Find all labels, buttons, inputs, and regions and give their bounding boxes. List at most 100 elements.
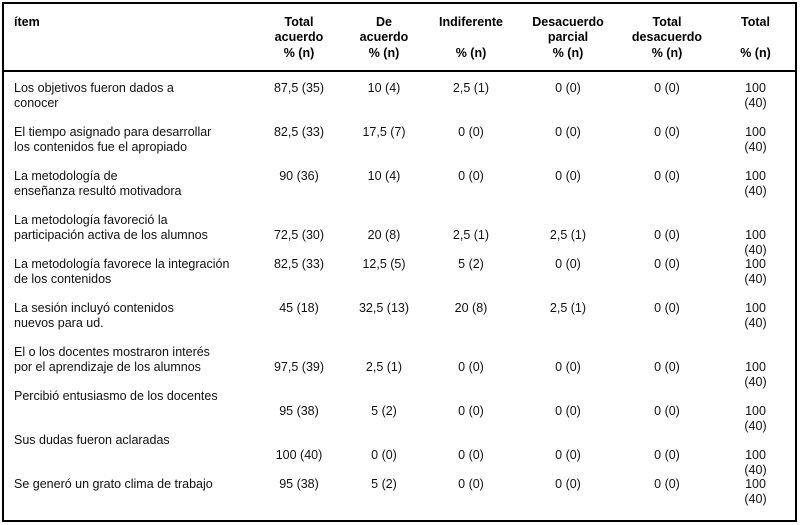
row-value: 10 (4) — [367, 81, 401, 95]
row-value: 0 (0) — [654, 228, 680, 242]
row-value: 0 (0) — [555, 125, 581, 139]
column-header-total: Total % (n) — [716, 4, 795, 70]
row-total: 100 (40) — [744, 404, 767, 433]
column-header-unit: % (n) — [368, 46, 400, 60]
row-value: 20 (8) — [367, 228, 401, 242]
row-total: 100 (40) — [744, 448, 767, 477]
row-value: 0 (0) — [371, 448, 397, 462]
row-value: 0 (0) — [654, 448, 680, 462]
row-value: 0 (0) — [458, 169, 484, 183]
row-value: 0 (0) — [654, 125, 680, 139]
table-header-row: ítem Total acuerdo % (n) De acuerdo % (n… — [4, 4, 795, 72]
column-header-unit: % (n) — [455, 46, 487, 60]
row-total: 100 (40) — [744, 81, 767, 110]
row-value: 5 (2) — [371, 477, 397, 491]
column-header-item: ítem — [4, 4, 254, 70]
row-value: 2,5 (1) — [549, 301, 587, 315]
row-value: 2,5 (1) — [452, 81, 490, 95]
row-total: 100 (40) — [744, 169, 767, 198]
row-value: 0 (0) — [555, 477, 581, 491]
column-header-unit: % (n) — [283, 46, 315, 60]
column-header-desacuerdo-parcial: Desacuerdo parcial % (n) — [518, 4, 618, 70]
row-value: 0 (0) — [654, 360, 680, 374]
row-value: 32,5 (13) — [358, 301, 410, 315]
row-value: 95 (38) — [279, 404, 319, 418]
column-header-total-acuerdo: Total acuerdo % (n) — [254, 4, 344, 70]
row-value: 17,5 (7) — [362, 125, 406, 139]
row-total: 100 (40) — [744, 301, 767, 330]
row-value: 0 (0) — [555, 169, 581, 183]
row-value: 0 (0) — [555, 360, 581, 374]
row-value: 0 (0) — [654, 477, 680, 491]
column-header-unit: % (n) — [740, 46, 771, 60]
row-value: 0 (0) — [555, 404, 581, 418]
row-value: 2,5 (1) — [452, 228, 490, 242]
column-header-label: Desacuerdo parcial — [532, 15, 604, 44]
row-value: 97,5 (39) — [273, 360, 325, 374]
row-value: 12,5 (5) — [362, 257, 406, 271]
row-value: 82,5 (33) — [273, 257, 325, 271]
table-body: Los objetivos fueron dados a conocer 87,… — [4, 72, 795, 520]
column-header-label: De acuerdo — [359, 15, 409, 44]
row-value: 0 (0) — [555, 257, 581, 271]
row-value: 0 (0) — [458, 360, 484, 374]
table-row: Sus dudas fueron aclaradas 100 (40) 0 (0… — [4, 433, 795, 477]
row-item-label: Percibió entusiasmo de los docentes — [14, 389, 218, 403]
row-item-label: Los objetivos fueron dados a conocer — [14, 81, 174, 110]
table-row: La metodología de enseñanza resultó moti… — [4, 169, 795, 213]
row-value: 0 (0) — [458, 404, 484, 418]
row-item-label: La metodología de enseñanza resultó moti… — [14, 169, 182, 198]
row-value: 2,5 (1) — [549, 228, 587, 242]
row-value: 95 (38) — [279, 477, 319, 491]
row-value: 0 (0) — [458, 477, 484, 491]
table-row: La metodología favoreció la participació… — [4, 213, 795, 257]
table-row: El o los docentes mostraron interés por … — [4, 345, 795, 389]
column-header-unit: % (n) — [552, 46, 584, 60]
row-value: 100 (40) — [275, 448, 323, 462]
row-item-label: Se generó un grato clima de trabajo — [14, 477, 213, 491]
row-value: 0 (0) — [654, 301, 680, 315]
table-row: La sesión incluyó contenidos nuevos para… — [4, 301, 795, 345]
column-header-label: ítem — [14, 15, 40, 29]
table-row: Percibió entusiasmo de los docentes 95 (… — [4, 389, 795, 433]
row-value: 0 (0) — [458, 448, 484, 462]
column-header-label: Total acuerdo — [274, 15, 324, 44]
row-item-label: La metodología favoreció la participació… — [14, 213, 208, 242]
row-value: 0 (0) — [458, 125, 484, 139]
table-row: Los objetivos fueron dados a conocer 87,… — [4, 81, 795, 125]
column-header-indiferente: Indiferente % (n) — [424, 4, 518, 70]
row-total: 100 (40) — [744, 360, 767, 389]
row-value: 0 (0) — [555, 81, 581, 95]
row-value: 72,5 (30) — [273, 228, 325, 242]
row-total: 100 (40) — [744, 125, 767, 154]
column-header-label: Total — [741, 15, 770, 29]
row-value: 5 (2) — [371, 404, 397, 418]
row-value: 87,5 (35) — [273, 81, 325, 95]
table-row: Se generó un grato clima de trabajo 95 (… — [4, 477, 795, 520]
row-value: 10 (4) — [367, 169, 401, 183]
row-item-label: El o los docentes mostraron interés por … — [14, 345, 210, 374]
table-row: El tiempo asignado para desarrollar los … — [4, 125, 795, 169]
table-row: La metodología favorece la integración d… — [4, 257, 795, 301]
column-header-total-desacuerdo: Total desacuerdo % (n) — [618, 4, 716, 70]
row-total: 100 (40) — [744, 477, 767, 506]
row-item-label: El tiempo asignado para desarrollar los … — [14, 125, 212, 154]
column-header-de-acuerdo: De acuerdo % (n) — [344, 4, 424, 70]
row-value: 0 (0) — [654, 404, 680, 418]
row-value: 20 (8) — [454, 301, 488, 315]
row-value: 0 (0) — [654, 257, 680, 271]
row-value: 0 (0) — [654, 169, 680, 183]
row-item-label: La metodología favorece la integración d… — [14, 257, 230, 286]
column-header-unit: % (n) — [651, 46, 683, 60]
row-value: 0 (0) — [654, 81, 680, 95]
row-value: 45 (18) — [279, 301, 319, 315]
row-value: 90 (36) — [279, 169, 319, 183]
row-value: 2,5 (1) — [365, 360, 403, 374]
row-value: 0 (0) — [555, 448, 581, 462]
row-item-label: La sesión incluyó contenidos nuevos para… — [14, 301, 174, 330]
row-item-label: Sus dudas fueron aclaradas — [14, 433, 170, 447]
row-total: 100 (40) — [744, 257, 767, 286]
row-value: 5 (2) — [458, 257, 484, 271]
column-header-label: Indiferente — [439, 15, 503, 29]
